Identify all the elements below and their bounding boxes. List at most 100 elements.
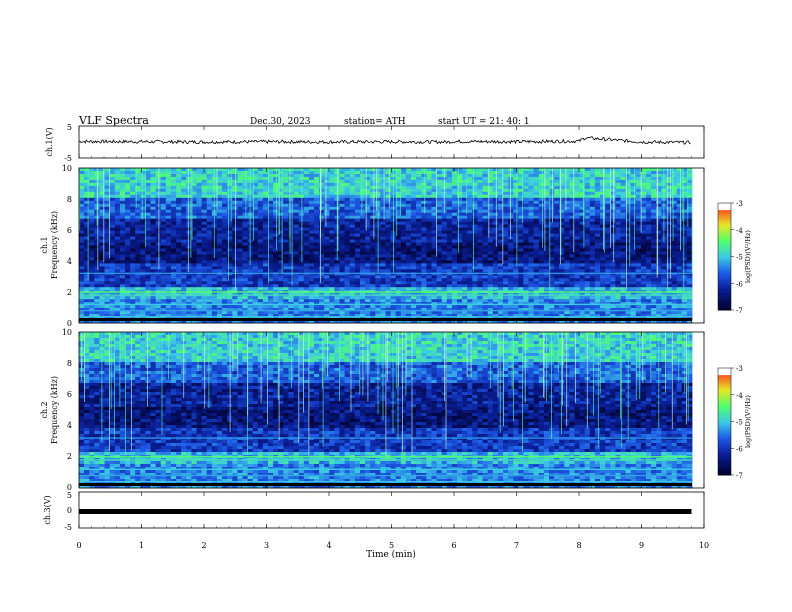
spectrogram-cell: [176, 275, 182, 279]
spectrogram-cell: [579, 203, 586, 208]
spectrogram-cell: [268, 248, 274, 252]
spectrogram-cell: [140, 194, 146, 199]
spectrogram-cell: [344, 197, 351, 202]
spectrogram-cell: [196, 227, 202, 231]
spectrogram-cell: [615, 254, 621, 258]
spectrogram-cell: [574, 287, 580, 291]
spectrogram-cell: [584, 236, 591, 240]
spectrogram-cell: [303, 171, 310, 175]
spectrogram-cell: [671, 260, 678, 264]
spectrogram-cell: [646, 188, 652, 193]
spectrogram-cell: [257, 251, 264, 255]
spectrogram-cell: [257, 230, 264, 234]
spectrogram-cell: [416, 171, 422, 175]
spectrogram-cell: [472, 269, 478, 273]
spectrogram-cell: [380, 263, 386, 267]
spectrogram-cell: [114, 221, 121, 226]
spectrogram-cell: [222, 287, 228, 291]
spectrogram-cell: [273, 260, 279, 264]
spectrogram-cell: [579, 185, 586, 190]
spectrogram-cell: [467, 260, 473, 264]
spectrogram-cell: [201, 242, 208, 246]
spectrogram-cell: [625, 230, 632, 234]
spectrogram-cell: [482, 206, 489, 211]
spectrogram-cell: [130, 251, 136, 255]
spectrogram-cell: [451, 281, 458, 285]
spectrogram-cell: [140, 227, 146, 231]
spectrogram-cell: [533, 203, 540, 208]
spectrogram-cell: [135, 197, 141, 202]
spectrogram-cell: [308, 260, 315, 264]
spectrogram-cell: [472, 218, 478, 223]
spectrogram-cell: [89, 230, 95, 234]
spectrogram-cell: [293, 174, 300, 178]
spectrogram-cell: [370, 266, 376, 270]
spectrogram-cell: [646, 254, 652, 258]
spectrogram-cell: [620, 174, 626, 178]
spectrogram-cell: [237, 269, 243, 273]
spectrogram-cell: [395, 275, 402, 279]
spectrogram-cell: [227, 287, 233, 291]
spectrogram-cell: [651, 284, 657, 288]
spectrogram-cell: [416, 188, 422, 193]
spectrogram-cell: [196, 257, 202, 261]
spectrogram-cell: [181, 224, 187, 228]
spectrogram-cell: [569, 239, 575, 243]
spectrogram-cell: [533, 287, 540, 291]
spectrogram-cell: [252, 168, 259, 172]
spectrogram-cell: [298, 263, 305, 267]
spectrogram-cell: [354, 263, 361, 267]
spectrogram-cell: [559, 278, 565, 282]
spectrogram-cell: [549, 275, 555, 279]
spectrogram-cell: [411, 284, 417, 288]
spectrogram-cell: [354, 224, 361, 228]
spectrogram-cell: [370, 251, 376, 255]
spectrogram-cell: [293, 197, 300, 202]
spectrogram-cell: [308, 174, 315, 178]
spectrogram-cell: [314, 257, 320, 261]
spectrogram-cell: [242, 203, 248, 208]
spectrogram-cell: [523, 260, 529, 264]
spectrogram-cell: [431, 257, 437, 261]
spectrogram-cell: [508, 188, 514, 193]
spectrogram-cell: [676, 224, 683, 228]
spectrogram-cell: [656, 185, 662, 190]
spectrogram-cell: [145, 176, 151, 181]
spectrogram-cell: [533, 191, 540, 196]
spectrogram-cell: [569, 218, 575, 223]
spectrogram-cell: [94, 233, 100, 237]
spectrogram-cell: [216, 275, 223, 279]
spectrogram-cell: [360, 263, 366, 267]
spectrogram-cell: [538, 200, 545, 205]
spectrogram-cell: [431, 194, 437, 199]
spectrogram-cell: [462, 242, 468, 246]
spectrogram-cell: [492, 174, 499, 178]
spectrogram-cell: [360, 254, 366, 258]
spectrogram-cell: [262, 284, 269, 288]
spectrogram-cell: [451, 185, 458, 190]
spectrogram-cell: [416, 281, 422, 285]
spectrogram-cell: [472, 194, 478, 199]
spectrogram-cell: [191, 242, 197, 246]
spectrogram-cell: [405, 185, 412, 190]
spectrogram-cell: [222, 218, 228, 223]
spectrogram-cell: [237, 287, 243, 291]
spectrogram-cell: [589, 179, 596, 184]
spectrogram-cell: [365, 171, 371, 175]
spectrogram-cell: [237, 182, 243, 187]
spectrogram-cell: [492, 251, 499, 255]
spectrogram-cell: [135, 182, 141, 187]
spectrogram-cell: [242, 254, 248, 258]
spectrogram-cell: [589, 174, 596, 178]
spectrogram-cell: [436, 218, 443, 223]
spectrogram-cell: [523, 185, 529, 190]
spectrogram-cell: [329, 176, 335, 181]
spectrogram-cell: [467, 245, 473, 249]
spectrogram-cell: [646, 239, 652, 243]
spectrogram-cell: [395, 281, 402, 285]
spectrogram-cell: [451, 227, 458, 231]
spectrogram-cell: [431, 179, 437, 184]
spectrogram-cell: [186, 245, 192, 249]
spectrogram-cell: [584, 284, 591, 288]
spectrogram-cell: [421, 215, 427, 220]
